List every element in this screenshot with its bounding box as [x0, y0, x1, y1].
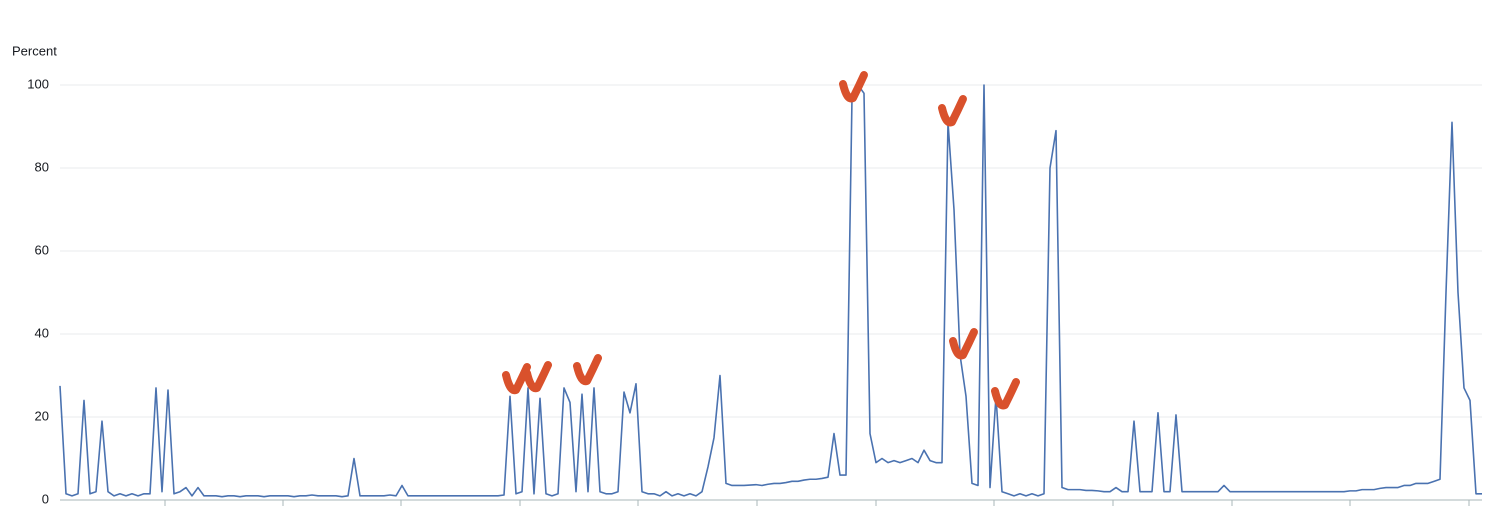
y-tick-label: 40	[35, 325, 49, 340]
plot-area: 0 20 40 60 80 100	[27, 76, 1482, 506]
y-tick-label: 60	[35, 242, 49, 257]
x-axis-ticks	[164, 500, 1470, 506]
y-tick-label: 80	[35, 159, 49, 174]
check-annotations	[502, 71, 1020, 410]
y-axis-label: Percent	[12, 43, 57, 58]
y-tick-label: 20	[35, 408, 49, 423]
data-line	[59, 84, 1482, 498]
y-tick-label: 100	[27, 76, 49, 91]
y-tick-label: 0	[42, 491, 49, 506]
